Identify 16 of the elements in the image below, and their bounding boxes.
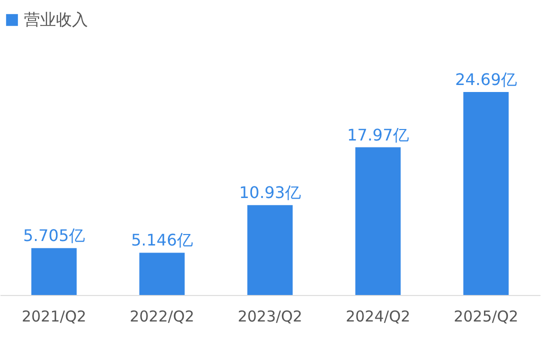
x-tick-label: 2023/Q2 [238,308,302,326]
legend-label: 营业收入 [24,10,88,29]
x-tick-label: 2025/Q2 [454,308,518,326]
x-tick-label: 2021/Q2 [22,308,86,326]
data-label: 5.705亿 [23,226,85,246]
data-label: 5.146亿 [131,230,193,250]
bar [355,147,401,295]
bar [463,92,509,295]
data-label: 10.93亿 [239,183,301,202]
data-label: 24.69亿 [455,70,517,89]
data-label: 17.97亿 [347,125,409,144]
bar [247,205,293,295]
x-tick-label: 2024/Q2 [346,308,410,326]
x-tick-label: 2022/Q2 [130,308,194,326]
bar [31,248,77,295]
bar [139,252,185,295]
